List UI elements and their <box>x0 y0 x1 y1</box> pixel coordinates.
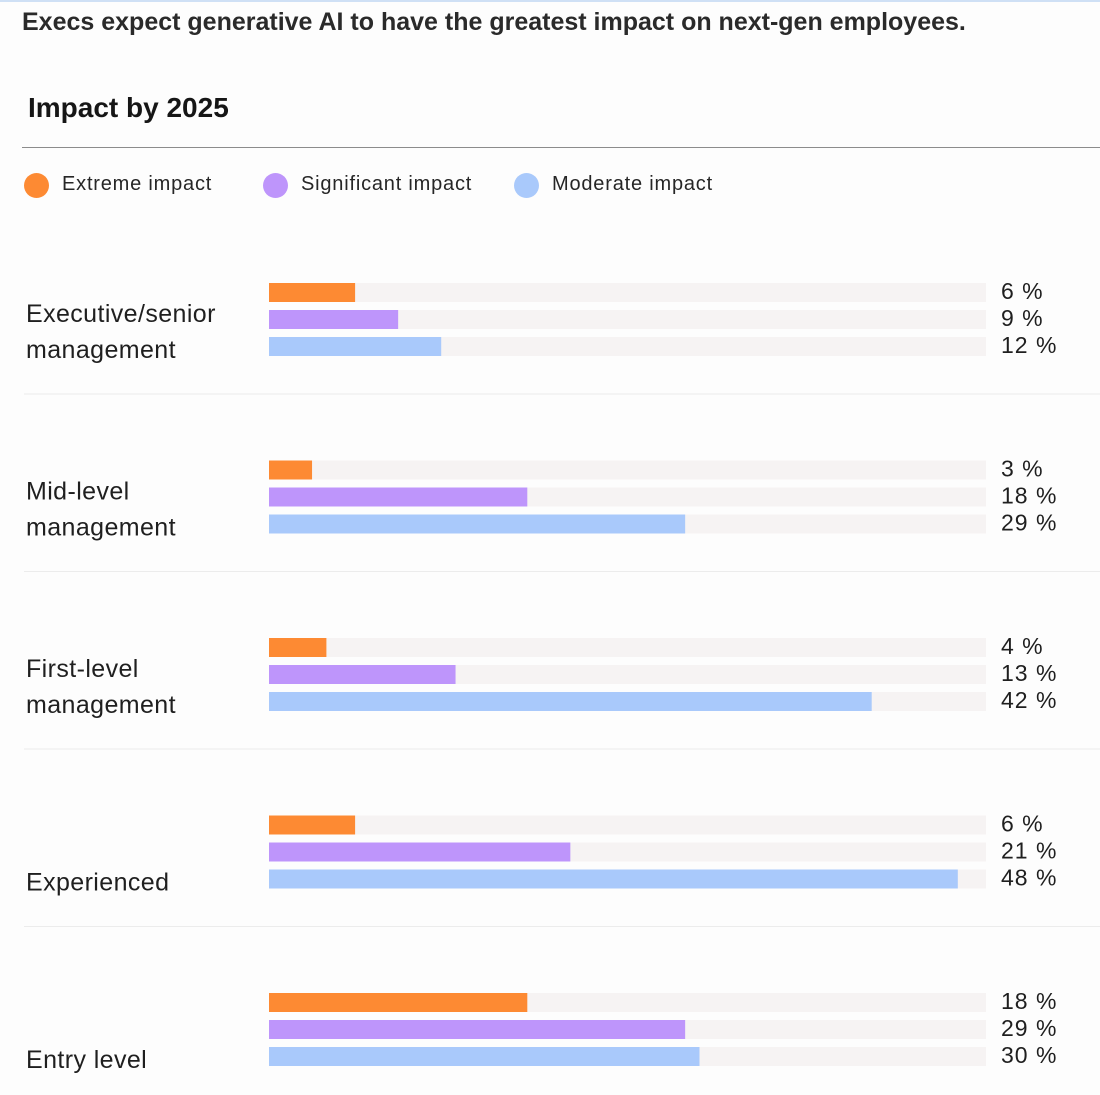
value-label: 48 % <box>1001 865 1057 891</box>
value-label: 6 % <box>1001 811 1044 837</box>
bar-track <box>269 460 986 480</box>
bar-moderate-impact <box>269 869 958 889</box>
value-label: 12 % <box>1001 332 1057 358</box>
legend-label-moderate: Moderate impact <box>552 173 713 195</box>
category-label: Executive/senior <box>26 300 216 328</box>
chart-title: Impact by 2025 <box>28 92 229 123</box>
value-label: 42 % <box>1001 687 1057 713</box>
group-divider <box>24 926 1100 927</box>
category-label: Entry level <box>26 1046 147 1074</box>
bar-extreme-impact <box>269 815 356 835</box>
bar-significant-impact <box>269 310 399 329</box>
value-label: 4 % <box>1001 633 1044 659</box>
bar-moderate-impact <box>269 692 872 711</box>
bar-extreme-impact <box>269 283 356 302</box>
category-label: management <box>26 691 176 719</box>
bar-extreme-impact <box>269 460 313 480</box>
value-label: 21 % <box>1001 838 1057 864</box>
bar-track <box>269 815 986 835</box>
bar-extreme-impact <box>269 638 327 657</box>
headline: Execs expect generative AI to have the g… <box>22 8 966 36</box>
category-label: management <box>26 336 176 364</box>
value-label: 30 % <box>1001 1042 1057 1068</box>
value-label: 29 % <box>1001 510 1057 536</box>
bar-track <box>269 638 986 657</box>
bar-track <box>269 337 986 356</box>
value-label: 18 % <box>1001 988 1057 1014</box>
value-label: 13 % <box>1001 660 1057 686</box>
category-label: management <box>26 514 176 542</box>
bar-moderate-impact <box>269 1047 700 1066</box>
title-divider <box>22 147 1100 148</box>
value-label: 9 % <box>1001 305 1044 331</box>
bar-significant-impact <box>269 1020 686 1039</box>
legend-label-significant: Significant impact <box>301 173 473 195</box>
group-divider <box>24 393 1100 395</box>
category-label: Experienced <box>26 869 169 897</box>
group-divider <box>24 748 1100 750</box>
category-label: Mid-level <box>26 478 130 506</box>
legend-swatch-moderate <box>514 173 539 198</box>
legend-swatch-extreme <box>24 173 49 198</box>
bar-moderate-impact <box>269 514 686 534</box>
legend-swatch-significant <box>263 173 288 198</box>
bar-significant-impact <box>269 842 571 862</box>
bar-track <box>269 310 986 329</box>
value-label: 6 % <box>1001 278 1044 304</box>
value-label: 3 % <box>1001 456 1044 482</box>
bar-track <box>269 283 986 302</box>
top-border <box>0 0 1100 2</box>
category-label: First-level <box>26 655 139 683</box>
bar-moderate-impact <box>269 337 442 356</box>
bar-extreme-impact <box>269 993 528 1012</box>
bar-significant-impact <box>269 487 528 507</box>
bar-significant-impact <box>269 665 456 684</box>
value-label: 18 % <box>1001 483 1057 509</box>
group-divider <box>24 571 1100 572</box>
value-label: 29 % <box>1001 1015 1057 1041</box>
legend-label-extreme: Extreme impact <box>62 173 213 195</box>
